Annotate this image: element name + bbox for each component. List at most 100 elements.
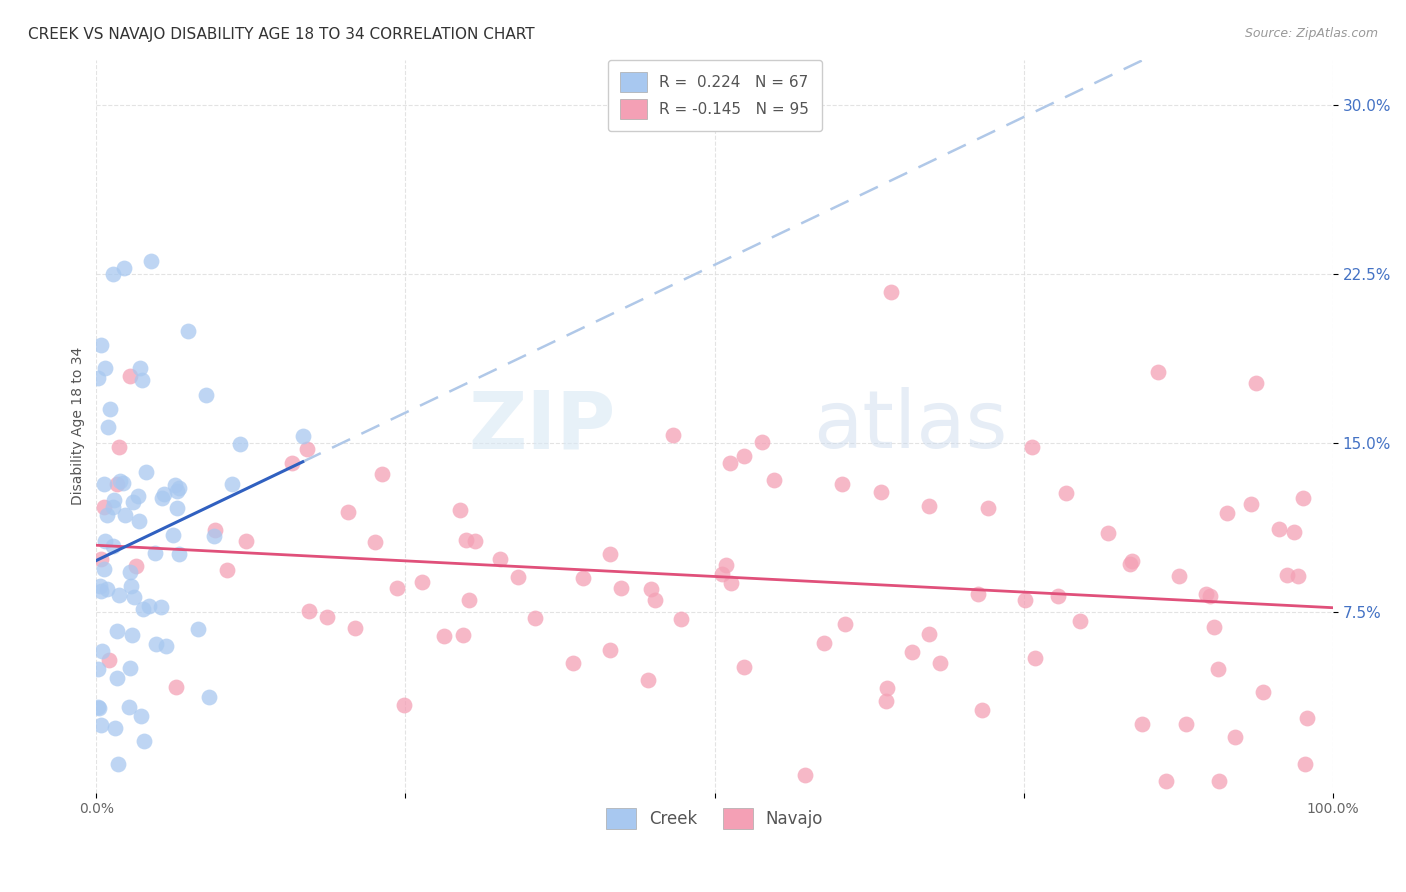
Text: ZIP: ZIP [468,387,616,465]
Point [970,703,993,717]
Point [166,501,188,516]
Point [298,603,321,617]
Point [295,442,318,457]
Point [131,601,153,615]
Point [733,660,755,674]
Point [128,515,150,529]
Point [112,475,135,490]
Point [831,476,853,491]
Text: atlas: atlas [814,387,1008,465]
Point [120,661,142,675]
Point [101,500,124,514]
Point [572,571,595,585]
Point [599,643,621,657]
Point [98,402,121,417]
Point [1147,365,1170,379]
Point [163,477,186,491]
Point [105,477,128,491]
Point [1204,620,1226,634]
Text: Source: ZipAtlas.com: Source: ZipAtlas.com [1244,27,1378,40]
Point [834,617,856,632]
Point [186,622,208,636]
Point [165,680,187,694]
Point [876,681,898,695]
Point [1047,590,1070,604]
Point [143,546,166,560]
Point [371,467,394,482]
Point [1215,506,1237,520]
Point [1208,774,1230,789]
Point [751,434,773,449]
Point [103,492,125,507]
Point [316,609,339,624]
Point [363,535,385,549]
Point [138,599,160,614]
Point [90,584,112,599]
Point [176,325,198,339]
Point [167,481,190,495]
Point [108,475,131,489]
Point [1294,757,1316,772]
Point [453,628,475,642]
Point [150,599,173,614]
Point [875,694,897,708]
Point [87,700,110,714]
Point [1295,711,1317,725]
Point [929,657,952,671]
Legend: Creek, Navajo: Creek, Navajo [599,801,830,836]
Point [1121,554,1143,568]
Point [508,570,530,584]
Point [118,368,141,383]
Point [392,698,415,712]
Point [93,476,115,491]
Point [1246,376,1268,391]
Text: CREEK VS NAVAJO DISABILITY AGE 18 TO 34 CORRELATION CHART: CREEK VS NAVAJO DISABILITY AGE 18 TO 34 … [28,27,534,42]
Point [1021,440,1043,454]
Point [869,485,891,500]
Point [1174,716,1197,731]
Point [1119,557,1142,571]
Point [1154,774,1177,789]
Point [197,690,219,704]
Point [385,581,408,595]
Point [96,508,118,522]
Point [458,592,481,607]
Point [1240,497,1263,511]
Point [108,440,131,454]
Point [194,387,217,401]
Point [166,483,188,498]
Point [720,575,742,590]
Point [1268,522,1291,536]
Point [118,700,141,714]
Point [90,337,112,351]
Point [454,533,477,548]
Point [128,360,150,375]
Point [880,285,903,300]
Point [449,503,471,517]
Point [215,563,238,577]
Point [813,636,835,650]
Point [644,592,666,607]
Point [562,656,585,670]
Point [122,495,145,509]
Point [637,673,659,687]
Point [610,581,633,595]
Point [1292,491,1315,505]
Point [152,487,174,501]
Point [1286,569,1309,583]
Point [343,621,366,635]
Point [202,529,225,543]
Point [105,624,128,639]
Point [93,561,115,575]
Point [711,567,734,582]
Point [977,500,1000,515]
Point [125,558,148,573]
Point [94,361,117,376]
Point [155,640,177,654]
Point [112,260,135,275]
Point [167,548,190,562]
Point [763,474,786,488]
Point [97,420,120,434]
Point [291,429,314,443]
Point [105,671,128,685]
